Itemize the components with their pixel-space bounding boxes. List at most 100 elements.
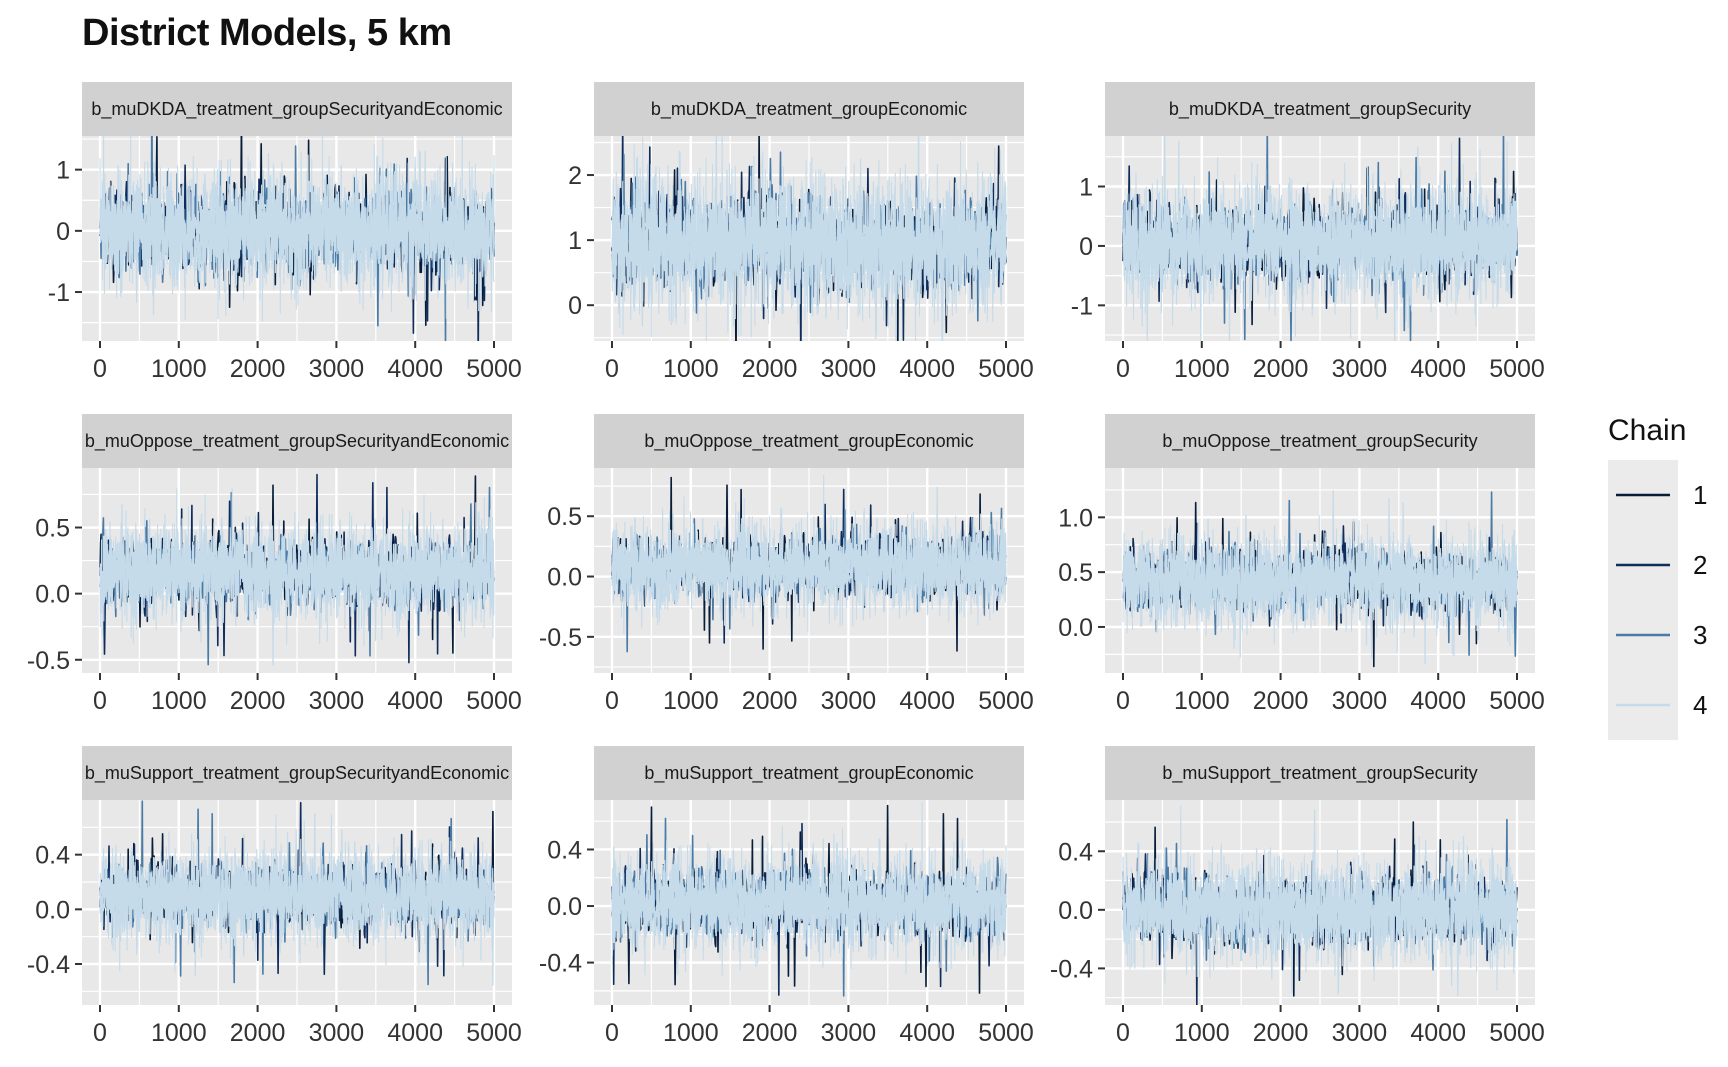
y-tick-label: -0.5 (539, 624, 582, 652)
facet-strip (82, 746, 512, 800)
legend-key-background (1608, 460, 1678, 740)
x-tick-label: 5000 (466, 355, 522, 383)
x-tick-label: 4000 (899, 1019, 955, 1047)
chain-4-trace (1122, 515, 1518, 655)
y-tick-label: 0.5 (1058, 559, 1093, 587)
y-tick-label: -0.4 (539, 950, 582, 978)
y-tick-label: 0.0 (1058, 897, 1093, 925)
x-tick-label: 1000 (663, 1019, 719, 1047)
y-tick-label: -0.5 (27, 647, 70, 675)
x-tick-label: 4000 (899, 687, 955, 715)
y-tick-label: 0.0 (547, 564, 582, 592)
y-tick-label: 1 (568, 227, 582, 255)
y-tick-label: -1 (1071, 292, 1093, 320)
x-tick-label: 0 (93, 687, 107, 715)
y-tick-label: -0.4 (27, 951, 70, 979)
chain-4-trace (611, 802, 1007, 977)
y-tick-label: 0 (1079, 233, 1093, 261)
chart-title: District Models, 5 km (82, 12, 452, 54)
facet-strip (594, 746, 1024, 800)
facet-strip-label: b_muDKDA_treatment_groupEconomic (651, 99, 967, 120)
facets-layer: b_muDKDA_treatment_groupSecurityandEcono… (27, 82, 1545, 1047)
x-tick-label: 0 (605, 1019, 619, 1047)
x-tick-label: 5000 (466, 1019, 522, 1047)
y-tick-label: 1.0 (1058, 504, 1093, 532)
y-tick-label: 0 (56, 218, 70, 246)
trace-lines (1122, 805, 1518, 1005)
x-tick-label: 0 (93, 1019, 107, 1047)
x-tick-label: 5000 (978, 355, 1034, 383)
x-tick-label: 3000 (1332, 1019, 1388, 1047)
x-tick-label: 3000 (1332, 687, 1388, 715)
facet-strip (594, 82, 1024, 136)
x-tick-label: 4000 (387, 1019, 443, 1047)
y-tick-label: -0.4 (1050, 955, 1093, 983)
x-tick-label: 0 (1116, 687, 1130, 715)
y-tick-label: 0.0 (35, 896, 70, 924)
legend-label: 2 (1693, 550, 1707, 580)
x-tick-label: 1000 (151, 687, 207, 715)
trace-lines (611, 802, 1007, 997)
x-tick-label: 4000 (1410, 1019, 1466, 1047)
y-tick-label: 0.0 (1058, 614, 1093, 642)
legend: Chain 1 2 3 4 (1608, 414, 1707, 740)
chain-4-trace (99, 488, 495, 647)
trace-lines (99, 136, 495, 341)
facet-strip (82, 414, 512, 468)
facet-strip-label: b_muDKDA_treatment_groupSecurityandEcono… (91, 99, 502, 120)
x-tick-label: 2000 (742, 687, 798, 715)
chain-4-trace (611, 136, 1007, 341)
x-tick-label: 5000 (466, 687, 522, 715)
x-tick-label: 3000 (309, 687, 365, 715)
x-tick-label: 4000 (1410, 687, 1466, 715)
y-tick-label: 1 (56, 157, 70, 185)
facet-strip-label: b_muDKDA_treatment_groupSecurity (1169, 99, 1471, 120)
trace-lines (611, 136, 1007, 341)
facet-panel: b_muOppose_treatment_groupEconomic 0.5 0.0… (539, 414, 1034, 715)
trace-lines (1122, 136, 1518, 341)
x-tick-label: 3000 (821, 1019, 877, 1047)
x-tick-label: 3000 (309, 355, 365, 383)
legend-label: 4 (1693, 690, 1707, 720)
x-tick-label: 0 (605, 687, 619, 715)
x-tick-label: 5000 (978, 687, 1034, 715)
x-tick-label: 5000 (978, 1019, 1034, 1047)
x-tick-label: 3000 (821, 687, 877, 715)
legend-title: Chain (1608, 414, 1686, 447)
x-tick-label: 4000 (899, 355, 955, 383)
y-tick-label: 1 (1079, 174, 1093, 202)
x-tick-label: 3000 (309, 1019, 365, 1047)
x-tick-label: 2000 (1253, 687, 1309, 715)
trace-lines (1122, 490, 1518, 668)
x-tick-label: 0 (1116, 355, 1130, 383)
facet-panel: b_muSupport_treatment_groupSecurityandEc… (27, 746, 522, 1047)
facet-strip-label: b_muOppose_treatment_groupSecurity (1162, 431, 1477, 452)
x-tick-label: 4000 (1410, 355, 1466, 383)
y-tick-label: 0.4 (1058, 838, 1093, 866)
x-tick-label: 1000 (663, 687, 719, 715)
y-tick-label: 0.5 (547, 503, 582, 531)
x-tick-label: 2000 (230, 1019, 286, 1047)
x-tick-label: 5000 (1489, 1019, 1545, 1047)
y-tick-label: 0.0 (547, 893, 582, 921)
x-tick-label: 2000 (1253, 355, 1309, 383)
x-tick-label: 2000 (1253, 1019, 1309, 1047)
facet-strip (1105, 82, 1535, 136)
y-tick-label: 0.4 (547, 836, 582, 864)
x-tick-label: 3000 (1332, 355, 1388, 383)
facet-panel: b_muDKDA_treatment_groupSecurity 1 0 -1 0 100… (1071, 82, 1545, 383)
x-tick-label: 5000 (1489, 355, 1545, 383)
x-tick-label: 2000 (742, 1019, 798, 1047)
legend-label: 1 (1693, 480, 1707, 510)
facet-panel: b_muDKDA_treatment_groupEconomic 2 1 0 0 1000… (568, 82, 1034, 383)
chain-4-trace (1122, 141, 1518, 339)
x-tick-label: 1000 (1174, 1019, 1230, 1047)
facet-strip (1105, 414, 1535, 468)
x-tick-label: 0 (605, 355, 619, 383)
x-tick-label: 0 (93, 355, 107, 383)
y-tick-label: 0.5 (35, 515, 70, 543)
chain-4-trace (99, 136, 495, 322)
facet-strip-label: b_muOppose_treatment_groupSecurityandEco… (85, 431, 509, 452)
y-tick-label: -1 (48, 279, 70, 307)
x-tick-label: 5000 (1489, 687, 1545, 715)
